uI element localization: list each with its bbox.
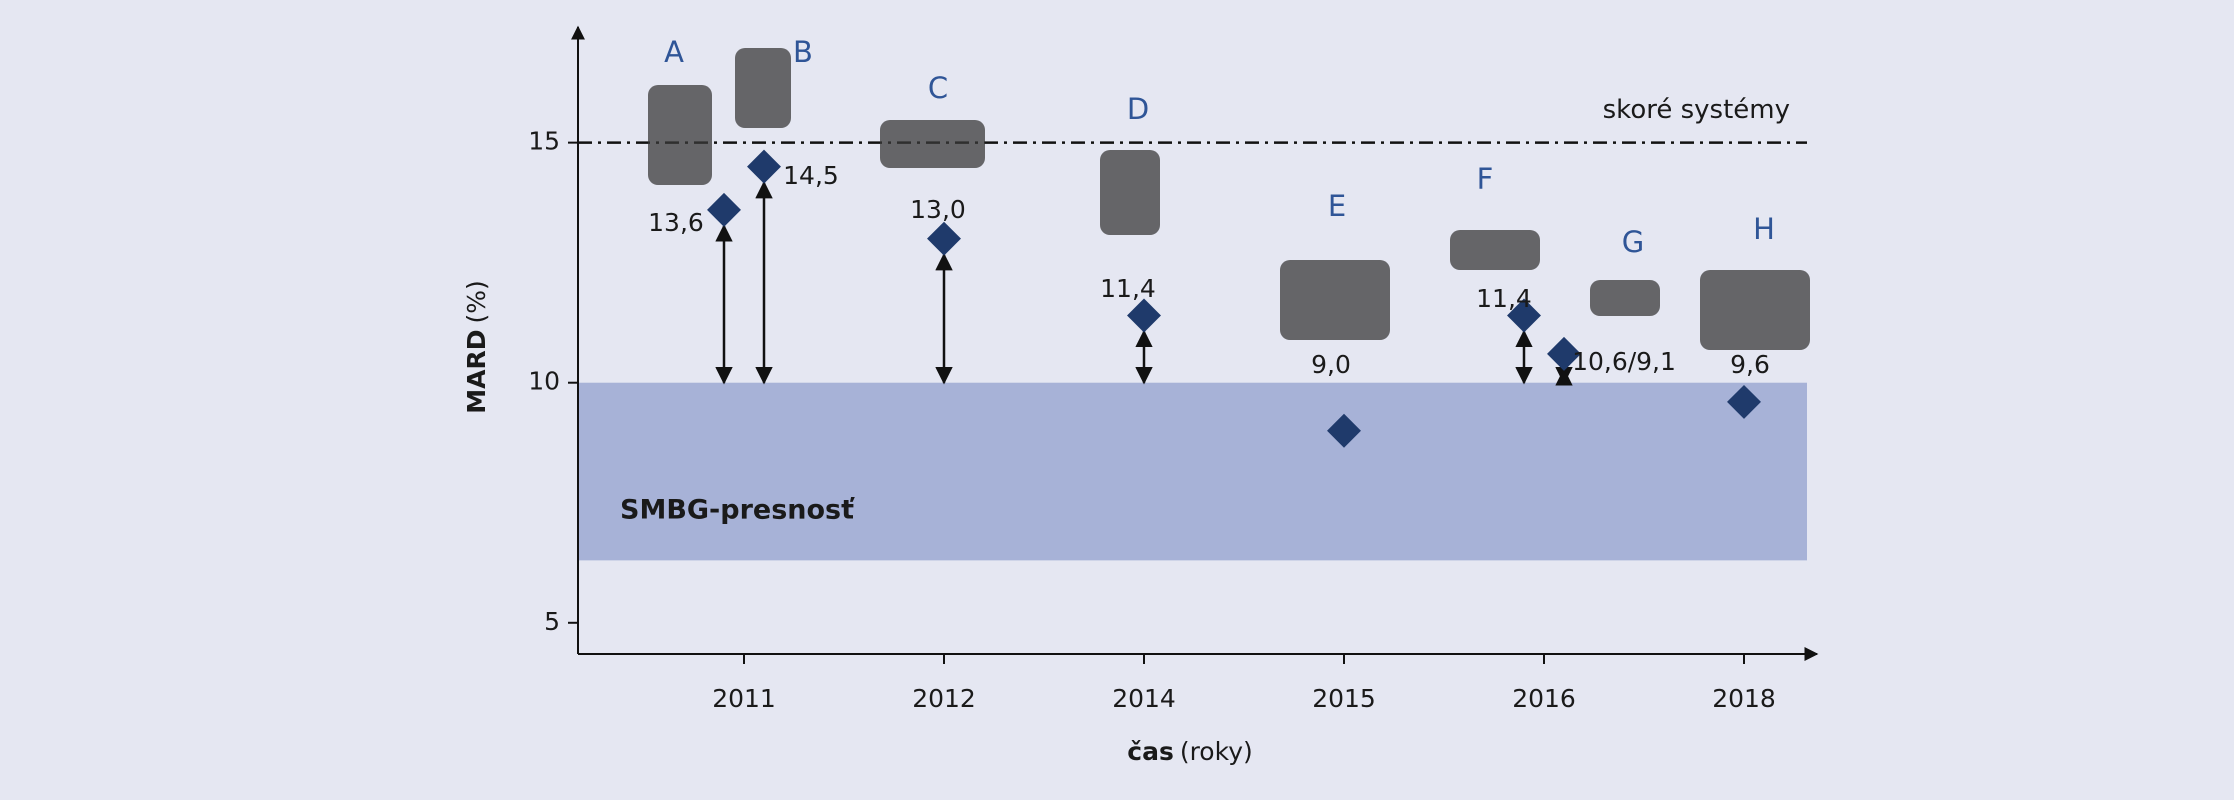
x-axis-label: čas (roky): [1127, 737, 1253, 766]
data-point: [1727, 384, 1761, 419]
point-letter: F: [1477, 162, 1494, 196]
value-label: 9,0: [1311, 350, 1351, 379]
device-image: [1700, 270, 1810, 350]
y-tick-label: 5: [544, 607, 560, 636]
point-letter: H: [1753, 212, 1775, 246]
value-label: 11,4: [1476, 284, 1532, 313]
y-label-text: (%): [462, 280, 491, 323]
value-label: 13,0: [910, 195, 966, 224]
value-label: 11,4: [1100, 274, 1156, 303]
data-point: [1127, 298, 1161, 333]
point-letter: D: [1127, 92, 1149, 126]
value-label: 14,5: [783, 161, 839, 190]
point-letter: A: [664, 35, 684, 69]
device-image: [1280, 260, 1390, 340]
point-letter: G: [1622, 225, 1644, 259]
y-label-bold: MARD: [462, 330, 491, 414]
point-letter: B: [793, 35, 813, 69]
device-image: [735, 48, 791, 128]
x-label-bold: čas: [1127, 737, 1174, 766]
point-letter: C: [928, 71, 948, 105]
data-point: [927, 221, 961, 256]
data-point: [1327, 413, 1361, 448]
reference-label: skoré systémy: [1603, 95, 1790, 125]
x-tick-label: 2014: [1112, 684, 1176, 713]
x-label-text: (roky): [1180, 737, 1253, 766]
x-tick-label: 2012: [912, 684, 976, 713]
x-tick-label: 2011: [712, 684, 776, 713]
data-point: [1507, 298, 1541, 333]
value-label: 10,6/9,1: [1572, 347, 1676, 376]
x-tick-label: 2016: [1512, 684, 1576, 713]
device-image: [880, 120, 985, 168]
value-label: 9,6: [1730, 350, 1770, 379]
device-image: [648, 85, 712, 185]
band-label: SMBG-presnosť: [620, 495, 855, 526]
device-image: [1100, 150, 1160, 235]
data-point: [707, 192, 741, 227]
x-tick-label: 2015: [1312, 684, 1376, 713]
accuracy-band: [578, 382, 1807, 561]
y-tick-label: 15: [528, 127, 560, 156]
value-label: 13,6: [648, 208, 704, 237]
x-tick-label: 2018: [1712, 684, 1776, 713]
data-point: [1547, 336, 1581, 371]
y-axis-label: MARD (%): [462, 280, 491, 414]
device-image: [1450, 230, 1540, 270]
device-image: [1590, 280, 1660, 316]
point-letter: E: [1328, 189, 1346, 223]
data-point: [747, 149, 781, 184]
y-tick-label: 10: [528, 367, 560, 396]
